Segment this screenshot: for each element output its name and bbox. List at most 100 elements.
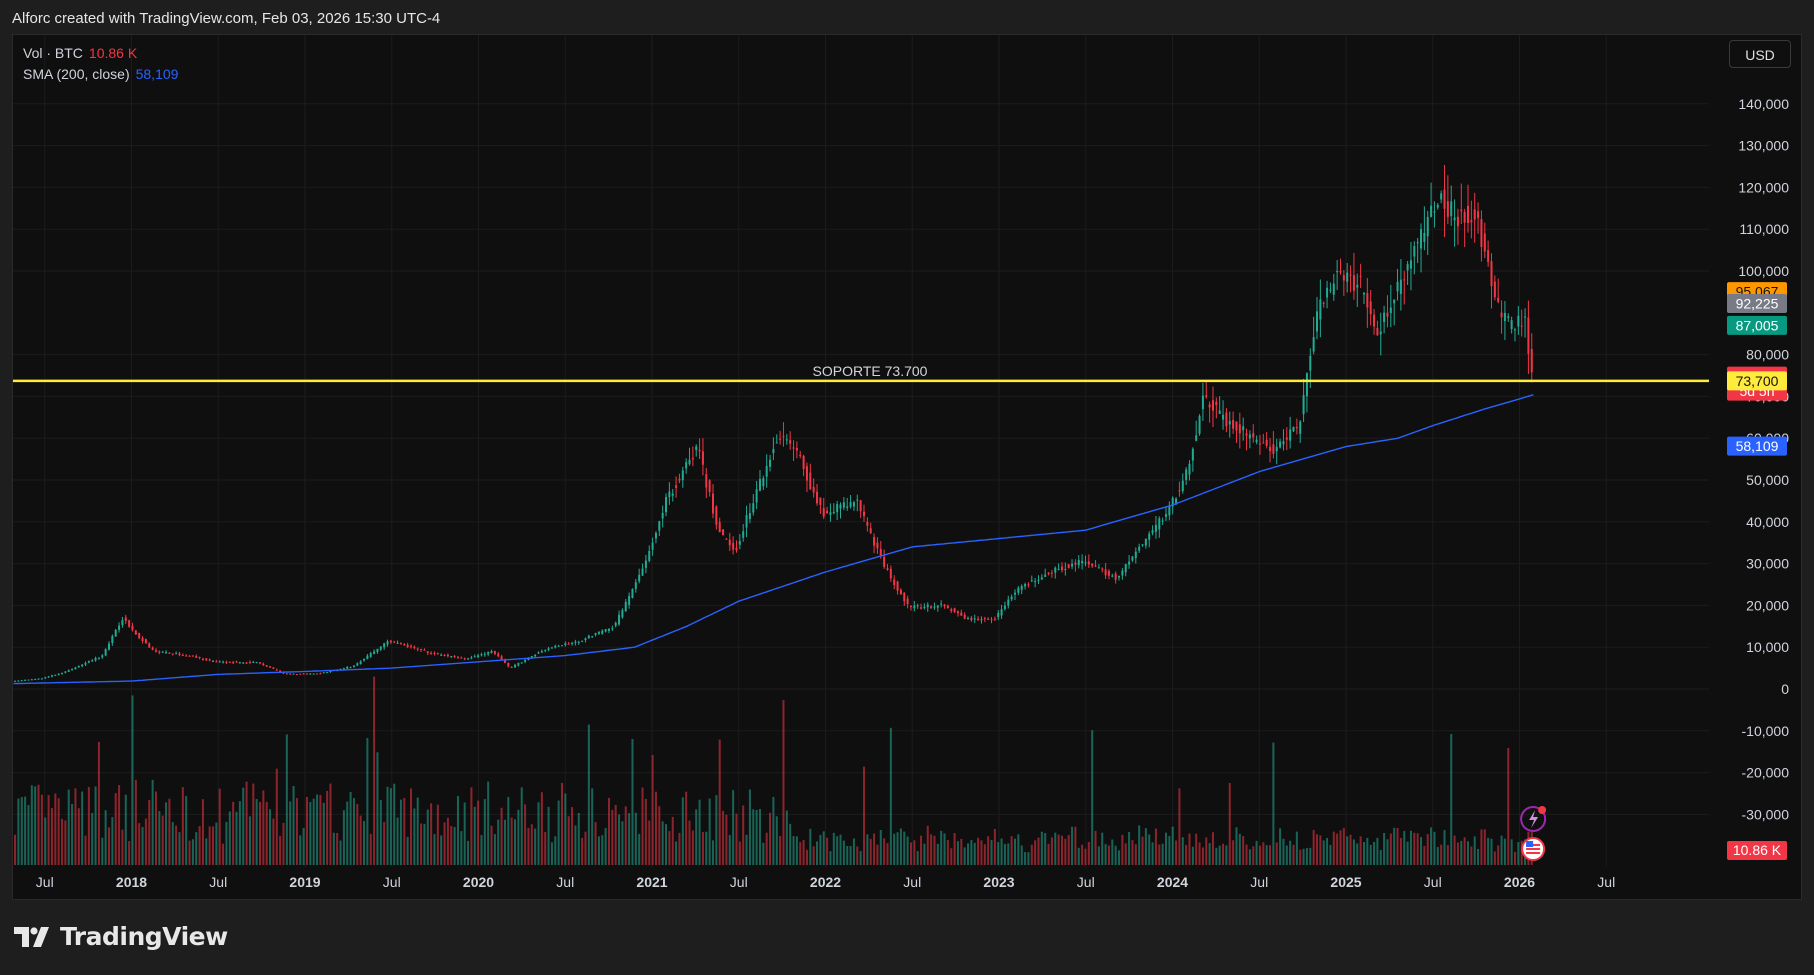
candle-body	[316, 673, 319, 675]
volume-bar	[138, 823, 141, 865]
volume-bar	[1292, 844, 1295, 865]
volume-bar	[1081, 844, 1084, 865]
candle-body	[1228, 421, 1231, 425]
volume-bar	[1269, 845, 1272, 865]
candle-body	[742, 531, 745, 538]
volume-bar	[326, 790, 329, 865]
candle-body	[57, 673, 60, 675]
volume-bar	[1077, 847, 1080, 865]
volume-bar	[1463, 837, 1466, 865]
candle-body	[987, 618, 990, 620]
candle-body	[477, 655, 480, 658]
volume-bar	[1329, 844, 1332, 865]
volume-bar	[349, 791, 352, 865]
candle-body	[1393, 299, 1396, 304]
candle-body	[1054, 567, 1057, 573]
volume-bar	[289, 801, 292, 865]
volume-bar	[715, 795, 718, 865]
volume-bar	[742, 805, 745, 865]
candle-body	[631, 589, 634, 598]
price-tag-label: 58,109	[1736, 438, 1779, 454]
candle-body	[1319, 299, 1322, 320]
candle-body	[1094, 565, 1097, 567]
volume-bar	[876, 844, 879, 865]
candle-body	[990, 619, 993, 621]
candle-body	[1456, 216, 1459, 227]
volume-bar	[473, 806, 476, 865]
volume-bar	[1315, 834, 1319, 865]
volume-bar	[212, 826, 215, 865]
candle-body	[1044, 574, 1047, 577]
volume-bar	[148, 799, 151, 865]
volume-bar	[1282, 838, 1285, 865]
candle-body	[376, 648, 379, 652]
volume-bar	[960, 838, 963, 865]
candle-body	[1510, 320, 1513, 330]
volume-bar	[299, 835, 302, 865]
candle-body	[1403, 279, 1406, 281]
candle-body	[473, 656, 476, 658]
volume-bar	[420, 823, 423, 865]
price-chart[interactable]: SOPORTE 73.700 140,000 130,000 120,000 110,0…	[13, 35, 1801, 899]
currency-button[interactable]: USD	[1729, 40, 1791, 68]
volume-bar	[567, 816, 570, 865]
volume-bar	[1013, 838, 1017, 865]
x-axis-tick-label: 2020	[463, 874, 494, 890]
volume-bar	[97, 742, 100, 865]
volume-bar	[1362, 841, 1365, 865]
candle-body	[1235, 421, 1238, 431]
volume-legend[interactable]: Vol · BTC 10.86 K	[23, 45, 137, 61]
candle-body	[862, 511, 866, 517]
candle-body	[1198, 415, 1201, 434]
volume-bar	[101, 837, 104, 865]
volume-bar	[748, 789, 751, 865]
lightning-event-icon[interactable]	[1520, 806, 1547, 832]
candle-body	[852, 502, 855, 507]
candle-body	[497, 653, 500, 657]
candle-body	[644, 560, 647, 568]
volume-bar	[1191, 846, 1194, 865]
candle-body	[839, 504, 842, 509]
volume-bar	[946, 839, 949, 865]
volume-bar	[426, 809, 429, 865]
candle-body	[537, 652, 540, 654]
candle-body	[1007, 599, 1010, 606]
volume-bar	[775, 816, 778, 865]
volume-bar	[758, 809, 761, 865]
candle-body	[826, 510, 829, 514]
volume-bar	[745, 834, 748, 865]
candle-body	[1446, 201, 1449, 217]
sma-legend[interactable]: SMA (200, close) 58,109	[23, 66, 178, 82]
volume-bar	[1252, 846, 1255, 865]
chart-panel[interactable]: SOPORTE 73.700 140,000 130,000 120,000 110,0…	[12, 34, 1802, 900]
candle-body	[748, 513, 751, 520]
candle-body	[1376, 327, 1379, 336]
candle-body	[1047, 572, 1050, 575]
volume-bar	[94, 786, 97, 865]
volume-bar	[198, 826, 201, 865]
volume-bar	[852, 838, 855, 865]
candle-body	[1450, 201, 1453, 217]
volume-bar	[477, 800, 480, 865]
candle-body	[1463, 211, 1466, 223]
volume-bar	[755, 809, 758, 865]
volume-bar	[1020, 845, 1023, 865]
volume-bar	[967, 843, 970, 865]
candle-body	[685, 462, 688, 469]
candle-body	[1329, 289, 1332, 291]
x-axis-tick-label: 2024	[1157, 874, 1188, 890]
candle-body	[628, 595, 631, 605]
volume-bar	[352, 798, 355, 865]
candle-body	[859, 500, 862, 512]
volume-bar	[47, 795, 50, 865]
volume-bar	[963, 847, 966, 865]
tradingview-logo[interactable]: TradingView	[14, 922, 228, 951]
volume-bar	[1497, 845, 1500, 865]
volume-bar	[869, 838, 872, 865]
volume-bar	[829, 851, 832, 865]
volume-bar	[1164, 832, 1168, 865]
volume-bar	[322, 802, 325, 865]
candle-body	[460, 657, 463, 659]
volume-bar	[839, 834, 842, 865]
volume-bar	[943, 833, 946, 865]
